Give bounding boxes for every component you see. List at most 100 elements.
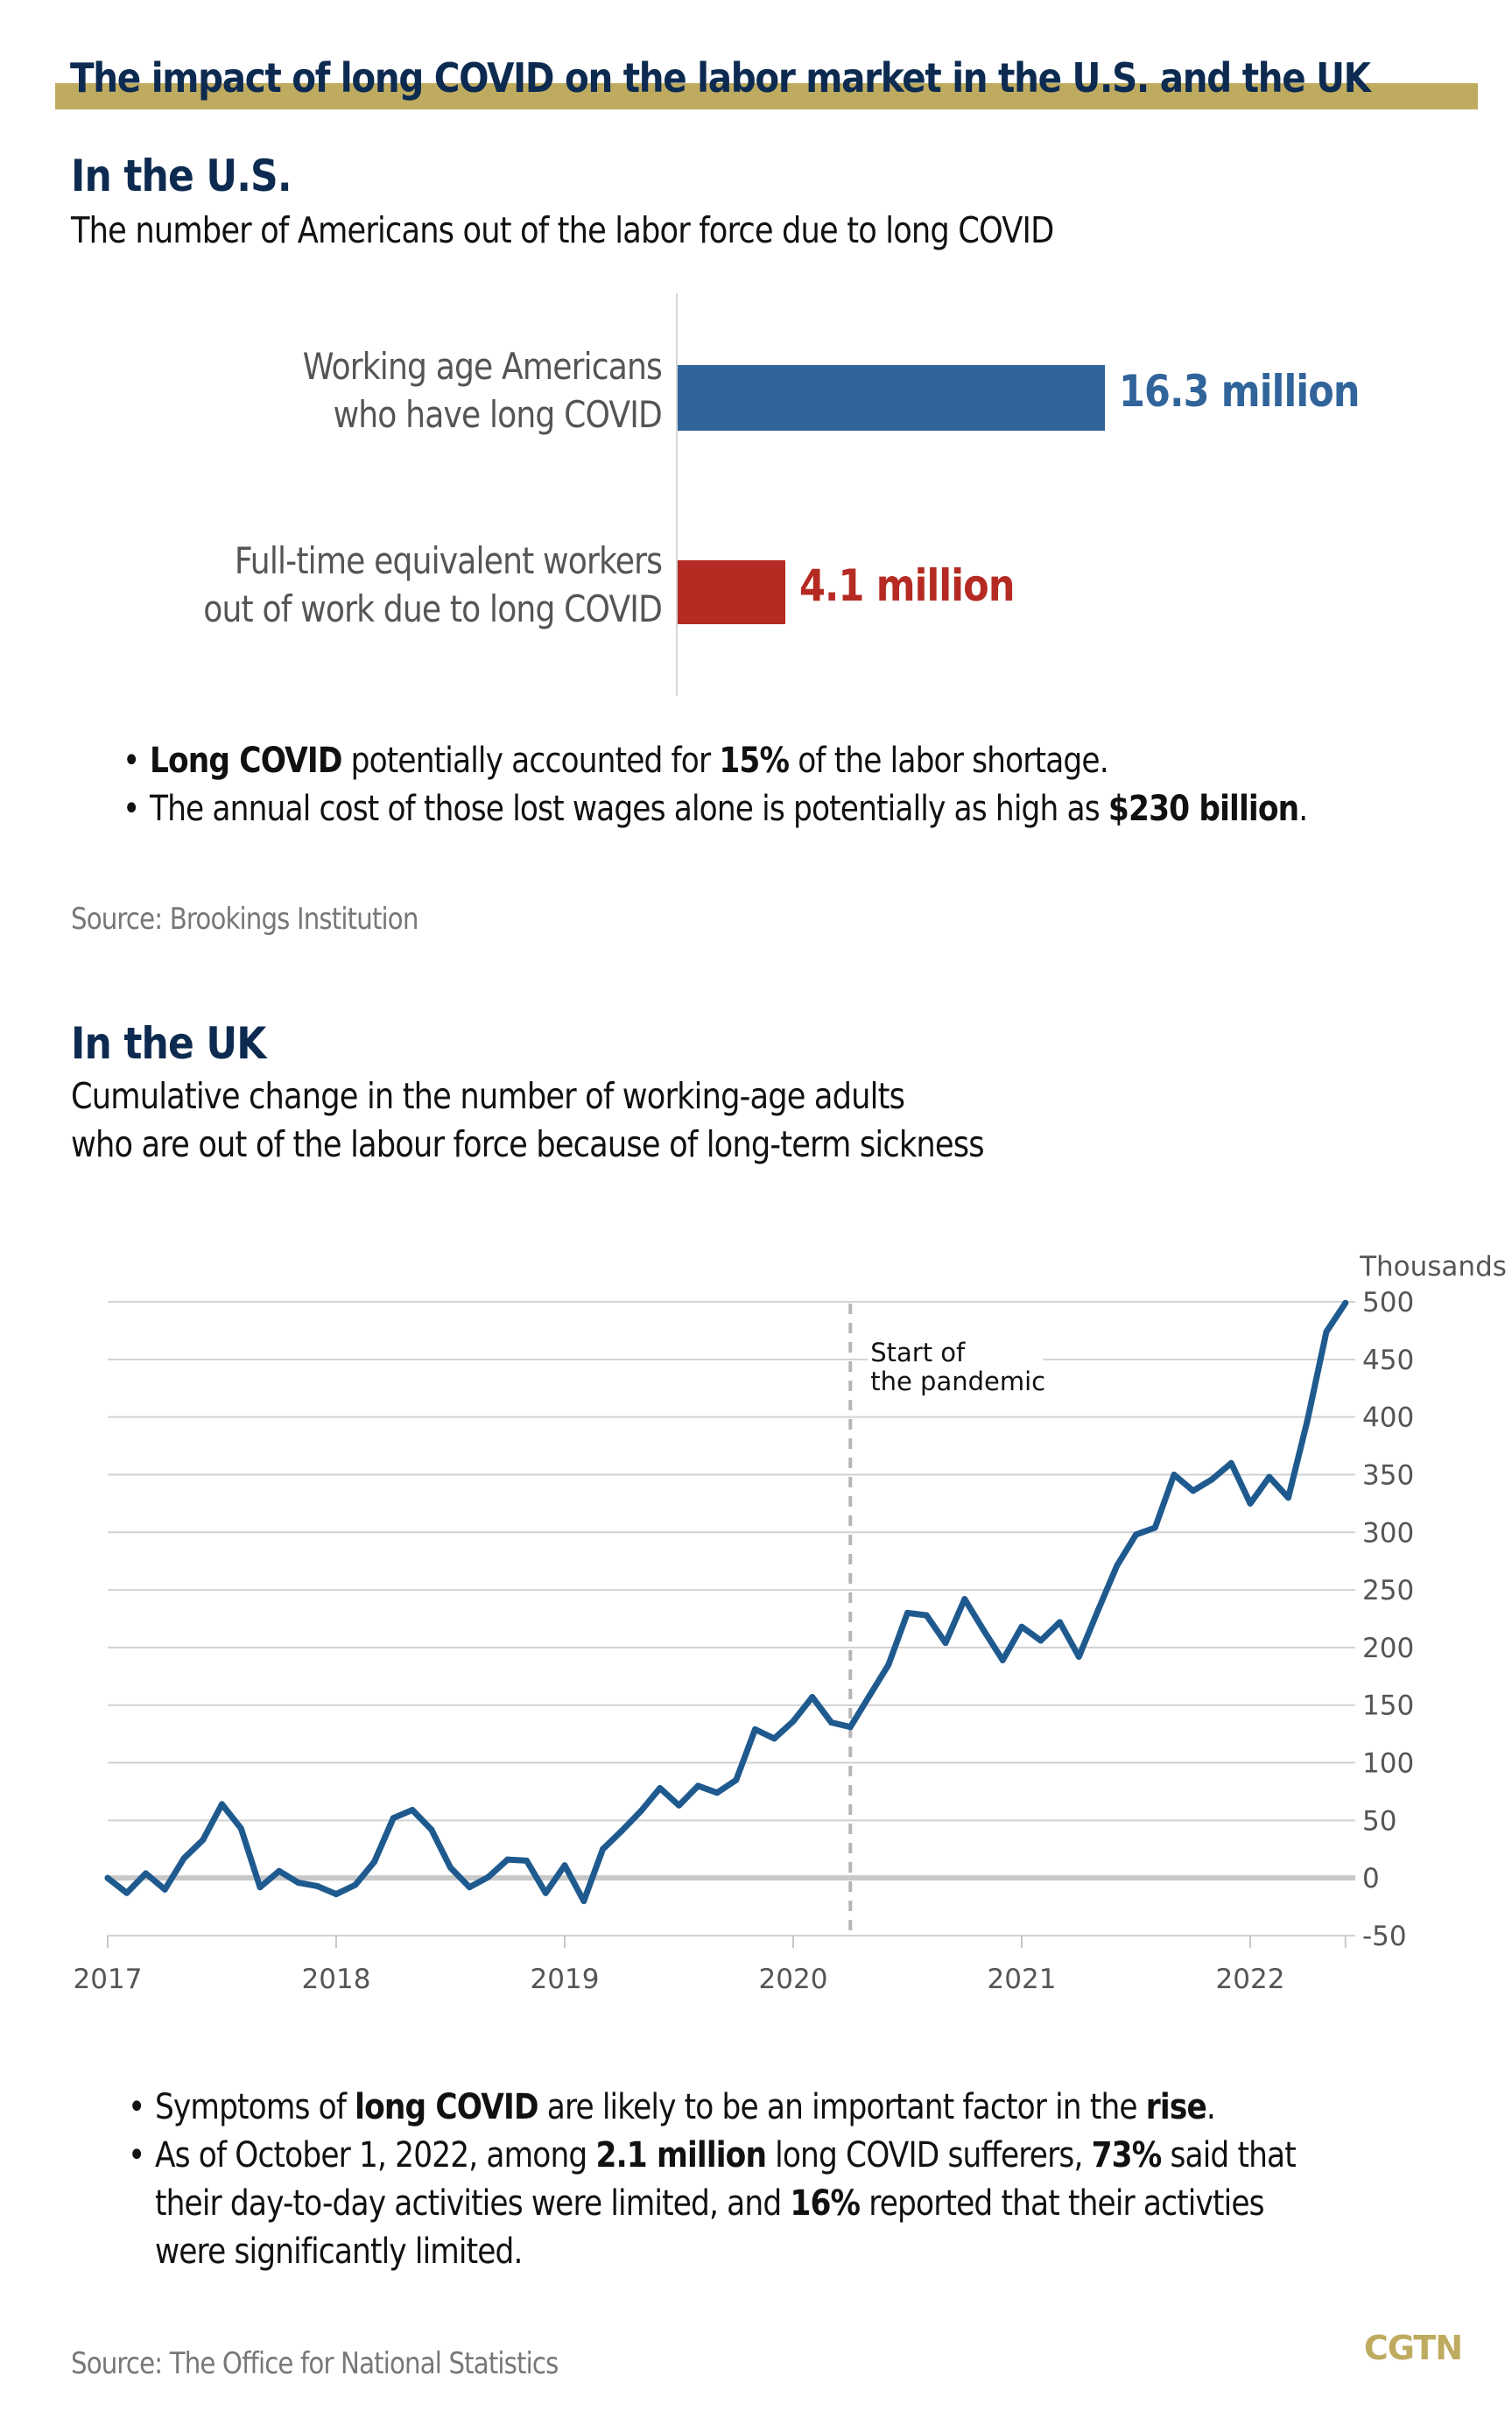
- data-point: [1057, 1619, 1063, 1626]
- data-point: [561, 1862, 568, 1869]
- data-point: [1190, 1487, 1197, 1494]
- annotation-label: the pandemic: [870, 1367, 1045, 1396]
- us-source: Source: Brookings Institution: [71, 902, 418, 937]
- series-line: [104, 1299, 1349, 1904]
- data-point: [276, 1867, 283, 1874]
- bullet-text: Symptoms of: [154, 2087, 355, 2127]
- data-point: [1323, 1328, 1330, 1335]
- bar-label-working-age: Working age Americans who have long COVI…: [303, 342, 663, 439]
- bullet-text: reported that their activties: [860, 2183, 1264, 2224]
- data-point: [904, 1609, 911, 1616]
- y-tick-label: 250: [1362, 1575, 1414, 1606]
- data-point: [1151, 1524, 1158, 1531]
- x-tick-label: 2020: [759, 1964, 828, 1995]
- data-point: [752, 1726, 758, 1733]
- bar-value-working-age: 16.3 million: [1119, 366, 1361, 417]
- uk-subtitle-line: Cumulative change in the number of worki…: [71, 1075, 905, 1117]
- data-point: [676, 1802, 682, 1809]
- bar-label-line: Full-time equivalent workers: [234, 539, 663, 582]
- data-point: [409, 1807, 416, 1814]
- annotation-label: Start of: [870, 1338, 966, 1367]
- bullet-text: The annual cost of those lost wages alon…: [149, 789, 1108, 829]
- data-point: [390, 1815, 397, 1822]
- uk-bullet-list: Symptoms of long COVID are likely to be …: [128, 2084, 1297, 2276]
- x-tick-label: 2017: [74, 1964, 143, 1995]
- data-point: [295, 1879, 301, 1886]
- data-point: [580, 1898, 587, 1905]
- y-tick-label: 350: [1362, 1459, 1414, 1491]
- us-section-subtitle: The number of Americans out of the labor…: [71, 209, 1054, 251]
- data-point: [237, 1825, 244, 1832]
- data-point: [1285, 1494, 1291, 1501]
- bullet-text: their day-to-day activities were limited…: [154, 2183, 791, 2224]
- data-point: [770, 1735, 777, 1742]
- uk-section-heading: In the UK: [71, 1018, 266, 1069]
- bullet-emphasis: 73%: [1091, 2135, 1163, 2175]
- data-point: [428, 1826, 435, 1833]
- bullet-text: .: [1298, 789, 1308, 829]
- bullet-emphasis: rise: [1145, 2087, 1207, 2127]
- data-point: [143, 1870, 149, 1877]
- data-point: [847, 1724, 854, 1731]
- bullet-text: .: [1206, 2087, 1216, 2127]
- bullet-continuation: were significantly limited.: [128, 2228, 1296, 2276]
- data-point: [828, 1719, 834, 1726]
- data-point: [1037, 1637, 1044, 1644]
- data-point: [504, 1856, 511, 1863]
- data-point: [618, 1827, 625, 1834]
- data-point: [1094, 1607, 1101, 1614]
- bullet-emphasis: $230 billion: [1108, 789, 1299, 829]
- data-point: [219, 1801, 225, 1808]
- data-point: [1171, 1471, 1178, 1478]
- page-title: The impact of long COVID on the labor ma…: [70, 54, 1371, 102]
- data-point: [1342, 1299, 1349, 1306]
- uk-source: Source: The Office for National Statisti…: [71, 2346, 559, 2381]
- bullet-emphasis: 15%: [719, 741, 790, 781]
- y-tick-label: 50: [1362, 1805, 1396, 1837]
- x-tick-label: 2021: [988, 1964, 1057, 1995]
- data-point: [1247, 1500, 1254, 1507]
- bullet-text: said that: [1161, 2135, 1296, 2175]
- data-point: [885, 1662, 892, 1669]
- us-section-heading: In the U.S.: [71, 151, 292, 201]
- x-tick-label: 2022: [1216, 1964, 1285, 1995]
- data-point: [371, 1859, 377, 1866]
- bar-label-full-time: Full-time equivalent workers out of work…: [203, 537, 663, 633]
- series-points: [104, 1299, 1349, 1905]
- data-point: [200, 1837, 207, 1844]
- bullet-text: were significantly limited.: [154, 2232, 524, 2272]
- data-point: [524, 1857, 530, 1864]
- title-band: [55, 83, 1478, 109]
- bullet-text: of the labor shortage.: [789, 741, 1108, 781]
- x-tick-label: 2018: [302, 1964, 371, 1995]
- data-point: [694, 1782, 701, 1789]
- data-point: [352, 1881, 359, 1888]
- y-tick-label: 100: [1362, 1748, 1414, 1780]
- bar-full-time: [678, 560, 785, 624]
- bullet-text: potentially accounted for: [341, 741, 720, 781]
- data-point: [161, 1886, 168, 1893]
- y-tick-label: 400: [1362, 1402, 1414, 1434]
- data-point: [1266, 1473, 1273, 1480]
- bullet-item: Symptoms of long COVID are likely to be …: [128, 2084, 1296, 2132]
- bullet-emphasis: 2.1 million: [595, 2135, 767, 2175]
- bullet-text: are likely to be an important factor in …: [538, 2087, 1146, 2127]
- data-point: [180, 1855, 187, 1862]
- data-point: [923, 1612, 930, 1619]
- us-bar-chart: Working age Americans who have long COVI…: [0, 289, 1512, 700]
- data-point: [485, 1873, 492, 1880]
- bar-label-line: out of work due to long COVID: [203, 587, 663, 630]
- bullet-text: As of October 1, 2022, among: [154, 2135, 596, 2175]
- data-point: [1075, 1653, 1082, 1660]
- data-point: [333, 1891, 340, 1898]
- bullet-emphasis: long COVID: [355, 2087, 538, 2127]
- data-point: [942, 1640, 949, 1647]
- bullet-item: Long COVID potentially accounted for 15%…: [123, 737, 1307, 785]
- gridlines: [108, 1301, 1355, 1936]
- bullet-item: The annual cost of those lost wages alon…: [123, 785, 1308, 833]
- x-tick-label: 2019: [531, 1964, 600, 1995]
- y-tick-label: 450: [1362, 1345, 1414, 1376]
- data-point: [790, 1718, 797, 1725]
